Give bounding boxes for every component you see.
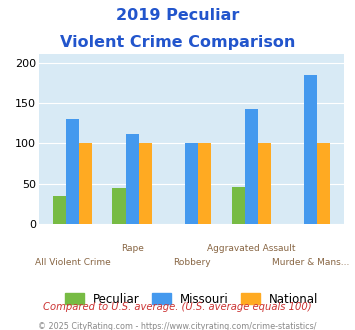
Bar — [139, 144, 152, 224]
Text: Violent Crime Comparison: Violent Crime Comparison — [60, 35, 295, 50]
Bar — [317, 144, 331, 224]
Bar — [245, 109, 258, 224]
Bar — [66, 119, 79, 224]
Bar — [231, 187, 245, 224]
Text: All Violent Crime: All Violent Crime — [35, 258, 110, 267]
Text: Rape: Rape — [121, 244, 143, 253]
Bar — [198, 143, 211, 224]
Bar — [304, 75, 317, 224]
Bar — [53, 196, 66, 224]
Text: 2019 Peculiar: 2019 Peculiar — [116, 8, 239, 23]
Legend: Peculiar, Missouri, National: Peculiar, Missouri, National — [60, 288, 323, 310]
Bar — [126, 134, 139, 224]
Text: Aggravated Assault: Aggravated Assault — [207, 244, 295, 253]
Text: © 2025 CityRating.com - https://www.cityrating.com/crime-statistics/: © 2025 CityRating.com - https://www.city… — [38, 322, 317, 330]
Bar — [79, 144, 92, 224]
Text: Robbery: Robbery — [173, 258, 211, 267]
Bar — [258, 144, 271, 224]
Text: Compared to U.S. average. (U.S. average equals 100): Compared to U.S. average. (U.S. average … — [43, 302, 312, 312]
Text: Murder & Mans...: Murder & Mans... — [272, 258, 350, 267]
Bar — [113, 188, 126, 224]
Bar — [185, 144, 198, 224]
